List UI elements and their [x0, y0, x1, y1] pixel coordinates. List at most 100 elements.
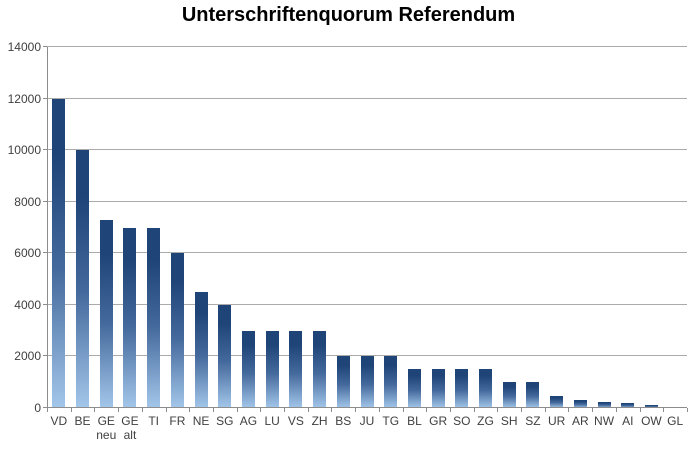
y-tick-label: 4000	[14, 297, 41, 312]
x-axis-tick	[331, 408, 333, 412]
x-category-label: BS	[335, 414, 352, 428]
x-axis-tick	[260, 408, 262, 412]
x-category-sublabel: alt	[123, 428, 137, 442]
x-category-label: BL	[407, 414, 422, 428]
x-axis-tick	[615, 408, 617, 412]
x-category-label: ZG	[477, 414, 494, 428]
x-axis-tick	[141, 408, 143, 412]
x-axis-tick	[473, 408, 475, 412]
x-axis-tick	[592, 408, 594, 412]
x-category-label: NW	[594, 414, 615, 428]
bar	[123, 227, 137, 408]
bar	[550, 396, 564, 408]
x-axis-tick	[47, 408, 48, 412]
y-axis-tick	[43, 407, 47, 408]
x-category-label: GE alt	[114, 414, 146, 442]
x-axis-tick	[236, 408, 238, 412]
bar	[52, 98, 66, 408]
bar	[218, 304, 232, 408]
x-axis-tick	[118, 408, 120, 412]
gridline	[47, 46, 687, 47]
x-category-label: VS	[287, 414, 304, 428]
x-axis-tick	[449, 408, 451, 412]
gridline	[47, 149, 687, 151]
y-axis-tick	[43, 303, 47, 305]
x-category-label: AI	[622, 414, 634, 428]
x-axis-tick	[402, 408, 404, 412]
x-category-label: GE neu	[90, 414, 122, 442]
bar	[502, 382, 516, 408]
y-axis-tick	[43, 97, 47, 99]
bar	[360, 356, 374, 408]
x-axis-line	[47, 407, 687, 408]
x-category-label: TI	[148, 414, 159, 428]
y-tick-label: 2000	[14, 349, 41, 364]
y-tick-label: 6000	[14, 246, 41, 261]
y-tick-label: 14000	[7, 40, 41, 54]
y-axis-tick	[43, 149, 47, 151]
x-axis-tick	[284, 408, 286, 412]
x-category-label: AG	[239, 414, 258, 428]
gridline	[47, 97, 687, 99]
bar	[526, 382, 540, 408]
y-axis-tick	[43, 46, 47, 47]
x-axis-tick	[355, 408, 357, 412]
x-axis-tick	[378, 408, 380, 412]
gridline	[47, 252, 687, 254]
x-axis-tick	[687, 408, 688, 412]
bar	[479, 369, 493, 408]
bar	[289, 330, 303, 408]
x-category-sublabel: neu	[96, 428, 117, 442]
x-category-label: SZ	[525, 414, 541, 428]
y-axis-line	[47, 47, 48, 409]
plot-area	[43, 46, 688, 412]
bar	[313, 330, 327, 408]
x-category-label: BE	[74, 414, 91, 428]
bar	[384, 356, 398, 408]
x-axis-tick	[544, 408, 546, 412]
bar	[147, 227, 161, 408]
y-tick-label: 0	[34, 401, 41, 415]
x-category-label: NE	[192, 414, 210, 428]
x-axis-tick	[663, 408, 665, 412]
x-category-label: UR	[547, 414, 566, 428]
bar	[455, 369, 469, 408]
x-axis-tick	[307, 408, 309, 412]
x-axis-tick	[212, 408, 214, 412]
x-category-label: JU	[359, 414, 375, 428]
x-category-label: OW	[641, 414, 662, 428]
x-category-label: ZH	[311, 414, 328, 428]
y-tick-label: 10000	[7, 143, 41, 158]
x-category-label: AR	[571, 414, 589, 428]
bar	[597, 401, 611, 408]
x-axis-tick	[497, 408, 499, 412]
bar	[170, 253, 184, 408]
x-category-label: SO	[453, 414, 471, 428]
y-tick-label: 12000	[7, 91, 41, 106]
x-axis-tick	[568, 408, 570, 412]
gridline	[47, 303, 687, 305]
x-axis-tick	[521, 408, 523, 412]
x-category-label: GL	[667, 414, 684, 428]
gridline	[47, 355, 687, 357]
bar	[336, 356, 350, 408]
x-axis-tick	[426, 408, 428, 412]
bar	[644, 405, 658, 408]
x-category-label: SH	[500, 414, 518, 428]
y-tick-label: 8000	[14, 194, 41, 209]
bar	[99, 219, 113, 408]
x-category-label: SG	[216, 414, 234, 428]
x-axis-tick	[94, 408, 96, 412]
x-axis-tick	[189, 408, 191, 412]
bar	[573, 400, 587, 408]
gridline	[47, 200, 687, 202]
x-category-label: LU	[264, 414, 280, 428]
bar	[621, 402, 635, 408]
y-axis-tick	[43, 355, 47, 357]
x-category-label: TG	[382, 414, 400, 428]
x-axis-tick	[70, 408, 72, 412]
x-category-label: VD	[50, 414, 68, 428]
bar	[194, 291, 208, 408]
bar	[76, 150, 90, 408]
